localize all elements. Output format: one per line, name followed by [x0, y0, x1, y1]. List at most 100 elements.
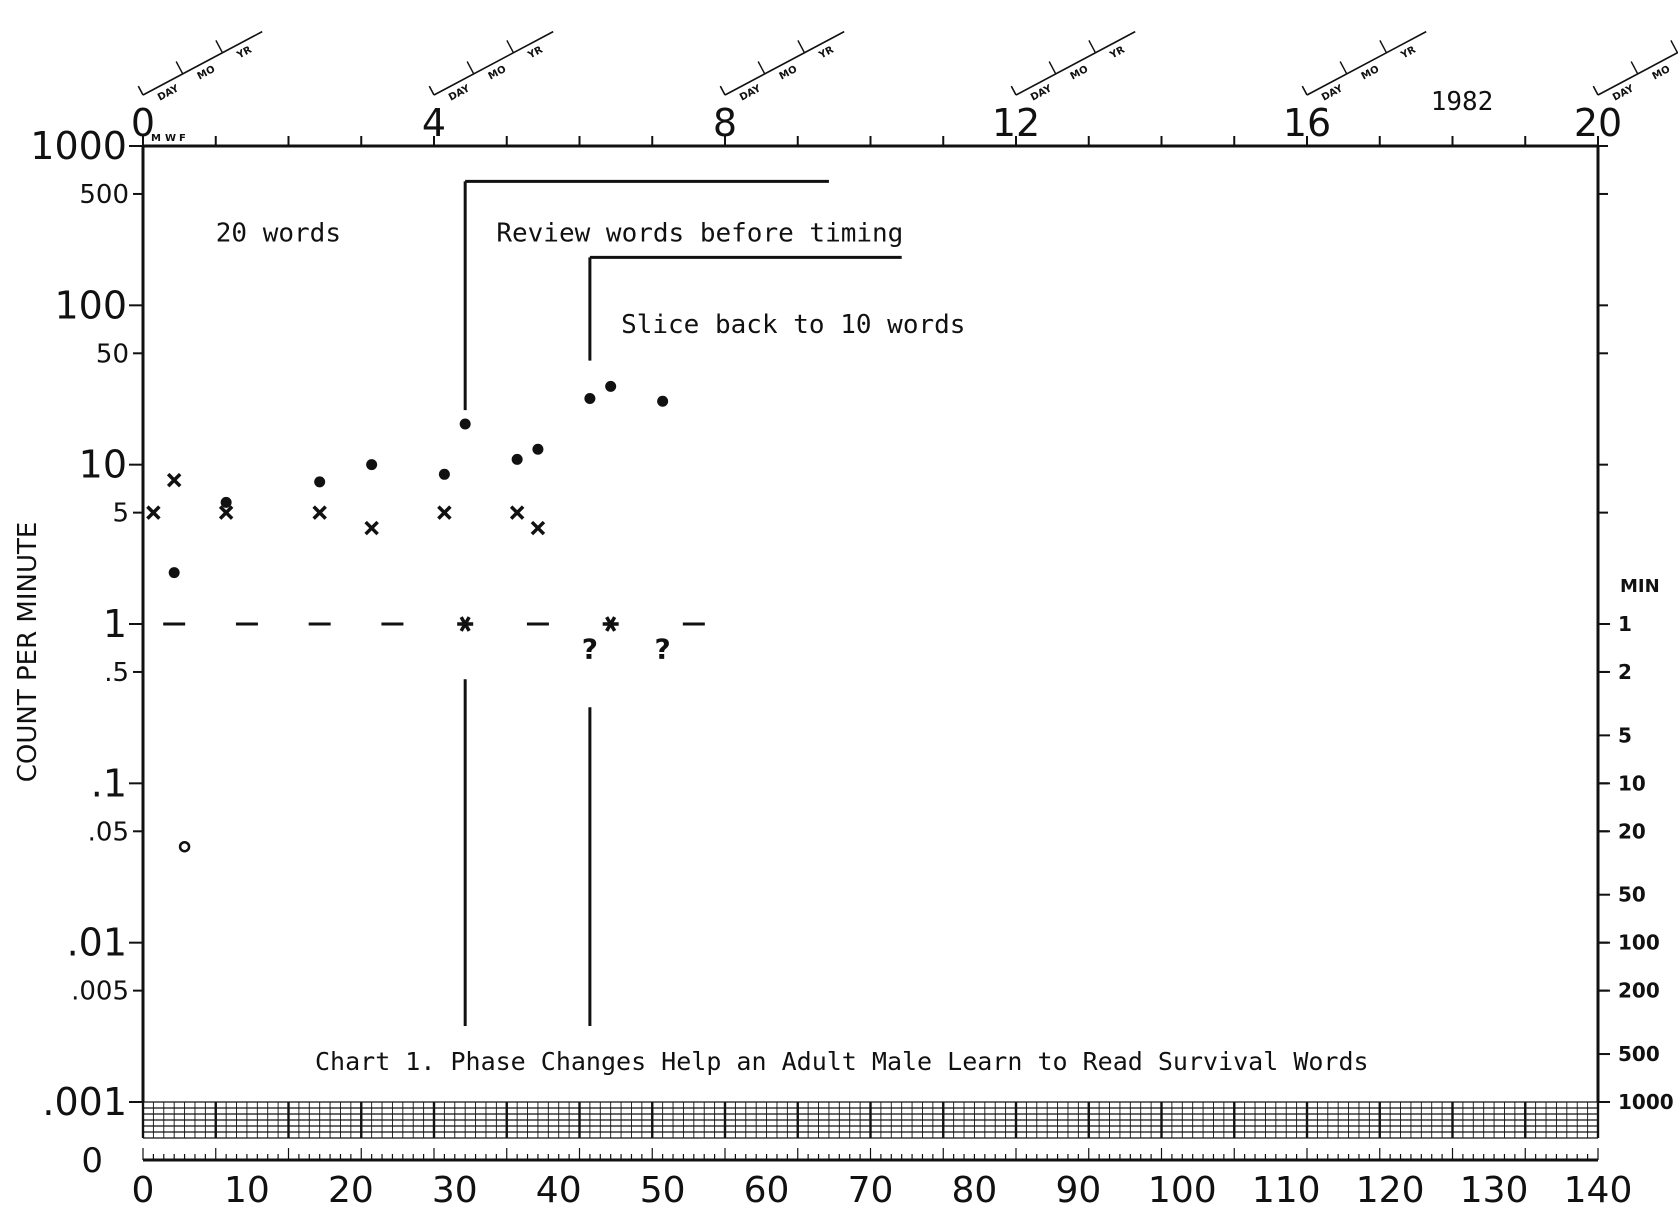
chart-labels: COUNT PER MINUTE 1982 MIN Chart 1. Phase…	[13, 87, 1660, 1076]
x-tick-label: 140	[1564, 1170, 1633, 1211]
dot-point	[314, 476, 326, 488]
dot-point	[657, 395, 669, 407]
date-box-tick	[1630, 61, 1639, 75]
top-week-label: 8	[713, 101, 737, 145]
y-tick-label: 50	[96, 339, 129, 369]
x-tick-label: 100	[1148, 1170, 1217, 1211]
date-box-tick	[175, 61, 184, 75]
date-box-line	[433, 30, 554, 96]
x-tick-label: 40	[536, 1170, 582, 1211]
x-point	[437, 505, 452, 520]
x-tick-label: 60	[744, 1170, 790, 1211]
top-week-label: 12	[992, 101, 1040, 145]
y-tick-label: .05	[88, 817, 129, 847]
dot-point	[220, 496, 232, 508]
right-axis-title: MIN	[1620, 576, 1660, 597]
y-tick-label: 1	[103, 602, 127, 646]
date-box-tick	[428, 85, 435, 96]
dot-point	[438, 468, 450, 480]
dot-point	[532, 443, 544, 455]
x-tick-label: 70	[848, 1170, 894, 1211]
date-box-line	[142, 30, 263, 96]
x-point	[312, 505, 327, 520]
x-point-stroke	[437, 505, 452, 520]
right-min-label: 1000	[1618, 1090, 1674, 1114]
date-box-label: YR	[817, 44, 837, 61]
date-box-tick	[1301, 85, 1308, 96]
y-zero-label: 0	[81, 1141, 103, 1181]
x-point	[509, 505, 525, 520]
data-marks: ??	[146, 380, 705, 853]
date-box-label: YR	[1399, 44, 1419, 61]
right-min-label: 5	[1618, 723, 1632, 747]
y-tick-label: .1	[91, 761, 127, 805]
date-box-tick	[215, 40, 224, 54]
top-week-label: 0	[131, 101, 155, 145]
date-box-line	[724, 30, 845, 96]
y-tick-label: 10	[79, 443, 127, 487]
y-tick-label: .005	[71, 977, 129, 1007]
x-tick-label: 80	[952, 1170, 998, 1211]
right-min-label: 1	[1618, 612, 1632, 636]
right-min-label: 20	[1618, 819, 1646, 843]
dot-point	[366, 459, 378, 471]
x-tick-label: 10	[224, 1170, 270, 1211]
y-tick-label: .001	[42, 1080, 127, 1124]
top-week-label: 16	[1283, 101, 1331, 145]
date-box-label: MO	[1069, 64, 1090, 82]
dot-point	[511, 453, 523, 465]
top-week-label: 20	[1574, 101, 1622, 145]
y-tick-label: .5	[104, 658, 129, 688]
x-tick-label: 0	[132, 1170, 155, 1211]
x-point-stroke	[218, 505, 234, 520]
weekday-mark: W	[165, 133, 176, 144]
date-box-tick	[1088, 40, 1097, 54]
date-box-tick	[719, 85, 726, 96]
right-min-label: 10	[1618, 771, 1646, 795]
x-tick-label: 130	[1460, 1170, 1529, 1211]
y-tick-label: 500	[79, 180, 129, 210]
x-point-stroke	[166, 472, 182, 488]
annotation: 20 words	[216, 218, 341, 248]
right-min-label: 100	[1618, 931, 1660, 955]
x-point	[146, 505, 161, 520]
x-point-stroke	[312, 505, 327, 520]
date-box-line	[1015, 30, 1136, 96]
question-point: ?	[655, 633, 671, 666]
y-tick-label: .01	[67, 921, 127, 965]
date-box-label: YR	[526, 44, 546, 61]
bottom-grid	[141, 1101, 1600, 1139]
date-box-label: MO	[778, 64, 799, 82]
top-week-label: 4	[422, 101, 446, 145]
annotation: Review words before timing	[496, 218, 903, 248]
date-box-label: MO	[1360, 64, 1381, 82]
dot-point	[605, 380, 617, 392]
right-min-label: 200	[1618, 979, 1660, 1003]
x-tick-label: 120	[1356, 1170, 1425, 1211]
chart-title: Chart 1. Phase Changes Help an Adult Mal…	[315, 1047, 1369, 1076]
weekday-mark: F	[179, 133, 186, 144]
x-point	[530, 520, 546, 536]
date-box-tick	[137, 85, 144, 96]
date-box-tick	[1670, 40, 1678, 54]
date-box-line	[1306, 30, 1427, 96]
date-box-tick	[797, 40, 806, 54]
asterisk-point	[602, 616, 619, 632]
weekday-mark: M	[151, 133, 161, 144]
date-box-tick	[1592, 85, 1599, 96]
phase-change-lines	[463, 179, 902, 1026]
x-tick-label: 90	[1055, 1170, 1101, 1211]
y-axis-title: COUNT PER MINUTE	[13, 522, 43, 783]
x-tick-label: 20	[328, 1170, 374, 1211]
x-point-stroke	[509, 505, 525, 520]
year-label: 1982	[1431, 87, 1494, 117]
date-box-tick	[757, 61, 766, 75]
date-box-label: MO	[196, 64, 217, 82]
asterisk-stroke	[605, 616, 617, 632]
y-tick-label: 1000	[30, 124, 127, 168]
x-point	[218, 505, 234, 520]
